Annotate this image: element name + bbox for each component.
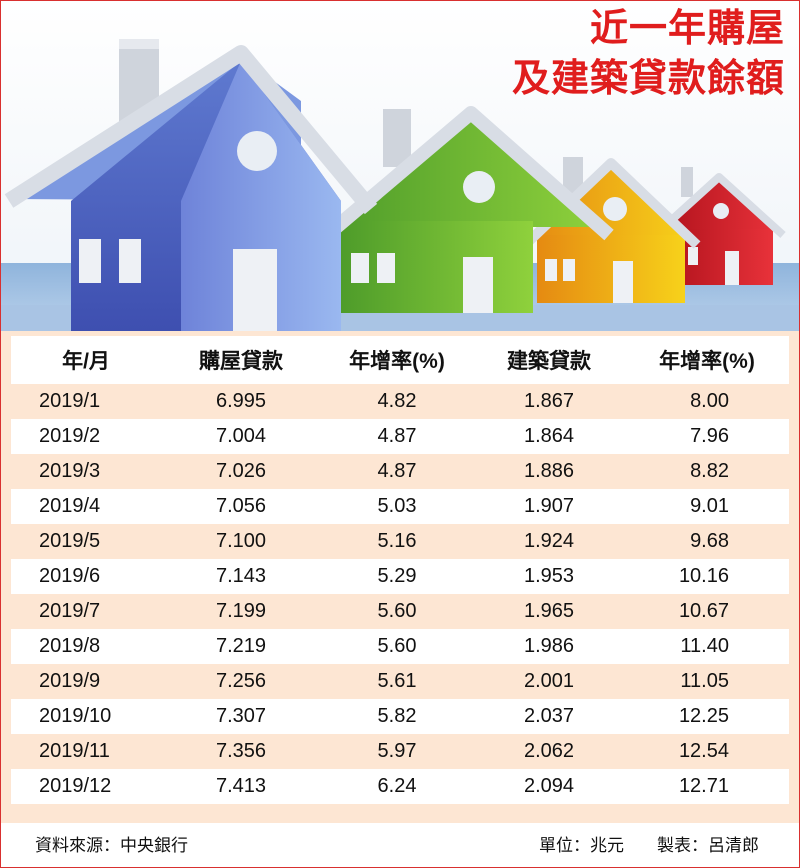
cell-home-loan: 7.143 xyxy=(161,559,321,594)
cell-construction-loan: 2.037 xyxy=(473,699,625,734)
cell-construction-loan: 1.864 xyxy=(473,419,625,454)
houses-illustration: 近一年購屋 及建築貸款餘額 xyxy=(1,1,799,331)
maker-note: 製表：呂清郎 xyxy=(657,836,759,856)
header-month: 年/月 xyxy=(11,336,161,384)
cell-construction-loan-growth: 12.54 xyxy=(625,734,789,769)
table-row: 2019/7 7.199 5.60 1.965 10.67 xyxy=(11,594,789,629)
cell-home-loan-growth: 5.29 xyxy=(321,559,473,594)
cell-home-loan-growth: 5.03 xyxy=(321,489,473,524)
header-construction-loan-growth: 年增率(%) xyxy=(625,336,789,384)
cell-home-loan-growth: 6.24 xyxy=(321,769,473,804)
cell-month: 2019/4 xyxy=(11,489,161,524)
table-row: 2019/4 7.056 5.03 1.907 9.01 xyxy=(11,489,789,524)
table-row: 2019/6 7.143 5.29 1.953 10.16 xyxy=(11,559,789,594)
footer: 資料來源：中央銀行 單位：兆元 製表：呂清郎 xyxy=(1,823,799,867)
data-table-area: 年/月 購屋貸款 年增率(%) 建築貸款 年增率(%) 2019/1 6.995 4… xyxy=(1,331,799,823)
table-row: 2019/9 7.256 5.61 2.001 11.05 xyxy=(11,664,789,699)
table-header-row: 年/月 購屋貸款 年增率(%) 建築貸款 年增率(%) xyxy=(11,336,789,384)
cell-construction-loan: 1.924 xyxy=(473,524,625,559)
header-home-loan: 購屋貸款 xyxy=(161,336,321,384)
cell-construction-loan-growth: 10.67 xyxy=(625,594,789,629)
cell-month: 2019/6 xyxy=(11,559,161,594)
cell-home-loan-growth: 5.16 xyxy=(321,524,473,559)
table-row: 2019/2 7.004 4.87 1.864 7.96 xyxy=(11,419,789,454)
source-note: 資料來源：中央銀行 xyxy=(35,836,188,856)
cell-month: 2019/10 xyxy=(11,699,161,734)
cell-month: 2019/3 xyxy=(11,454,161,489)
cell-month: 2019/9 xyxy=(11,664,161,699)
cell-construction-loan-growth: 7.96 xyxy=(625,419,789,454)
cell-construction-loan-growth: 12.25 xyxy=(625,699,789,734)
table-row: 2019/3 7.026 4.87 1.886 8.82 xyxy=(11,454,789,489)
table-row: 2019/1 6.995 4.82 1.867 8.00 xyxy=(11,384,789,419)
header-home-loan-growth: 年增率(%) xyxy=(321,336,473,384)
chart-title: 近一年購屋 及建築貸款餘額 xyxy=(512,3,785,103)
unit-note: 單位：兆元 xyxy=(539,836,624,856)
title-line-1: 近一年購屋 xyxy=(589,6,785,50)
cell-construction-loan-growth: 11.40 xyxy=(625,629,789,664)
cell-construction-loan: 2.001 xyxy=(473,664,625,699)
cell-home-loan-growth: 4.87 xyxy=(321,419,473,454)
cell-construction-loan: 1.886 xyxy=(473,454,625,489)
cell-month: 2019/11 xyxy=(11,734,161,769)
cell-month: 2019/7 xyxy=(11,594,161,629)
cell-construction-loan: 1.867 xyxy=(473,384,625,419)
table-row: 2019/8 7.219 5.60 1.986 11.40 xyxy=(11,629,789,664)
cell-home-loan-growth: 5.61 xyxy=(321,664,473,699)
cell-home-loan-growth: 4.82 xyxy=(321,384,473,419)
blue-house-icon xyxy=(4,39,378,331)
title-line-2: 及建築貸款餘額 xyxy=(511,56,785,100)
cell-construction-loan: 1.986 xyxy=(473,629,625,664)
cell-home-loan-growth: 4.87 xyxy=(321,454,473,489)
cell-home-loan-growth: 5.60 xyxy=(321,629,473,664)
table-row: 2019/12 7.413 6.24 2.094 12.71 xyxy=(11,769,789,804)
table-row: 2019/5 7.100 5.16 1.924 9.68 xyxy=(11,524,789,559)
cell-home-loan-growth: 5.97 xyxy=(321,734,473,769)
cell-home-loan: 7.004 xyxy=(161,419,321,454)
cell-construction-loan-growth: 10.16 xyxy=(625,559,789,594)
cell-construction-loan-growth: 9.01 xyxy=(625,489,789,524)
cell-month: 2019/1 xyxy=(11,384,161,419)
cell-home-loan: 6.995 xyxy=(161,384,321,419)
cell-home-loan: 7.356 xyxy=(161,734,321,769)
cell-month: 2019/5 xyxy=(11,524,161,559)
cell-construction-loan: 1.953 xyxy=(473,559,625,594)
cell-construction-loan-growth: 12.71 xyxy=(625,769,789,804)
cell-month: 2019/8 xyxy=(11,629,161,664)
green-house-icon xyxy=(322,106,614,313)
cell-home-loan: 7.219 xyxy=(161,629,321,664)
table-body: 2019/1 6.995 4.82 1.867 8.00 2019/2 7.004 4.87 1… xyxy=(11,384,789,804)
cell-construction-loan-growth: 8.82 xyxy=(625,454,789,489)
cell-construction-loan: 1.907 xyxy=(473,489,625,524)
table-row: 2019/11 7.356 5.97 2.062 12.54 xyxy=(11,734,789,769)
table-row: 2019/10 7.307 5.82 2.037 12.25 xyxy=(11,699,789,734)
cell-home-loan: 7.413 xyxy=(161,769,321,804)
cell-construction-loan: 1.965 xyxy=(473,594,625,629)
cell-home-loan: 7.100 xyxy=(161,524,321,559)
cell-construction-loan: 2.094 xyxy=(473,769,625,804)
cell-construction-loan-growth: 11.05 xyxy=(625,664,789,699)
cell-construction-loan: 2.062 xyxy=(473,734,625,769)
cell-home-loan: 7.307 xyxy=(161,699,321,734)
cell-home-loan-growth: 5.60 xyxy=(321,594,473,629)
houses-artwork xyxy=(1,1,799,331)
cell-home-loan: 7.199 xyxy=(161,594,321,629)
cell-construction-loan-growth: 9.68 xyxy=(625,524,789,559)
cell-home-loan: 7.056 xyxy=(161,489,321,524)
cell-home-loan: 7.026 xyxy=(161,454,321,489)
header-construction-loan: 建築貸款 xyxy=(473,336,625,384)
cell-month: 2019/2 xyxy=(11,419,161,454)
loan-balance-table: 年/月 購屋貸款 年增率(%) 建築貸款 年增率(%) 2019/1 6.995 4… xyxy=(11,336,789,804)
cell-home-loan: 7.256 xyxy=(161,664,321,699)
cell-home-loan-growth: 5.82 xyxy=(321,699,473,734)
cell-month: 2019/12 xyxy=(11,769,161,804)
cell-construction-loan-growth: 8.00 xyxy=(625,384,789,419)
